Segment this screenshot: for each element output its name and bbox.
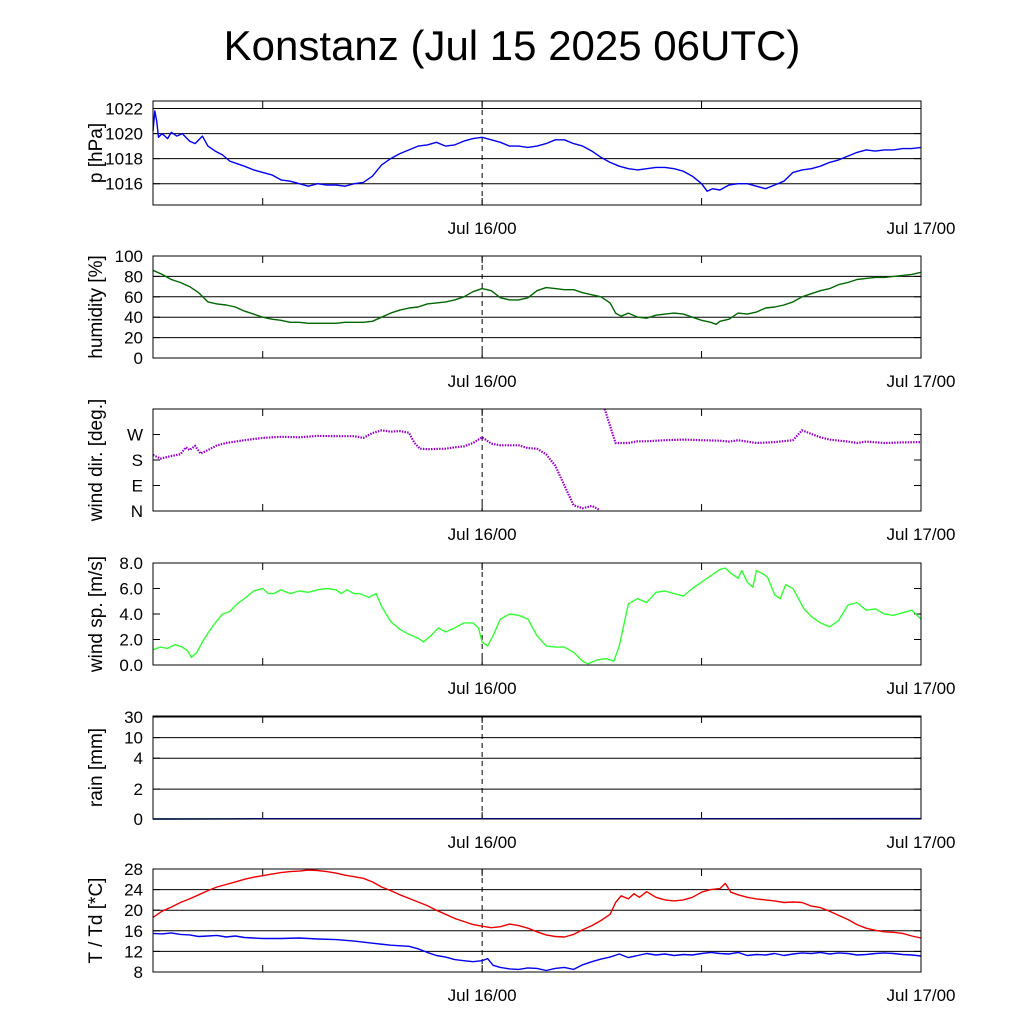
rain-ytick-label: 0	[134, 810, 143, 829]
pressure-ylabel: p [hPa]	[86, 123, 107, 183]
pressure-frame	[152, 100, 922, 206]
wind_direction-series-points	[603, 408, 922, 445]
temperature-frame	[152, 868, 922, 973]
wind_direction-ytick-label: N	[131, 502, 143, 521]
wind_direction-series-points	[152, 429, 600, 511]
temperature-ytick-label: 16	[124, 922, 143, 941]
humidity-xtick-label: Jul 16/00	[448, 372, 517, 391]
humidity-ytick-label: 20	[124, 329, 143, 348]
pressure-xtick-label: Jul 16/00	[448, 219, 517, 238]
pressure-ytick-label: 1020	[105, 125, 143, 144]
wind_speed-xtick-label: Jul 17/00	[887, 679, 956, 698]
panel-wind_speed: 0.0 2.0 4.0 6.0 8.0 Jul 16/00 Jul 17/00 wind sp…	[86, 554, 956, 698]
wind_speed-ytick-label: 4.0	[119, 605, 143, 624]
humidity-xtick-label: Jul 17/00	[887, 372, 956, 391]
pressure-ytick-label: 1018	[105, 150, 143, 169]
wind_direction-ytick-label: E	[132, 477, 143, 496]
wind_speed-series-line-0	[152, 567, 922, 665]
wind_direction-xtick-label: Jul 16/00	[448, 525, 517, 544]
temperature-ylabel: T / Td [*C]	[86, 878, 107, 964]
wind_direction-xtick-label: Jul 17/00	[887, 525, 956, 544]
rain-ytick-label: 10	[124, 729, 143, 748]
temperature-series-line-1	[152, 932, 922, 972]
humidity-ytick-label: 60	[124, 288, 143, 307]
rain-xtick-label: Jul 16/00	[448, 833, 517, 852]
temperature-ytick-label: 12	[124, 942, 143, 961]
pressure-series-line-0	[152, 110, 922, 192]
panel-rain: 0 2 410 30 Jul 16/00 Jul 17/00 rain [mm]	[86, 708, 956, 852]
temperature-ytick-label: 24	[124, 881, 143, 900]
wind_direction-frame	[152, 408, 922, 512]
humidity-series-line-0	[152, 269, 922, 325]
wind_speed-ytick-label: 8.0	[119, 554, 143, 573]
rain-frame	[152, 715, 922, 820]
humidity-ylabel: humidity [%]	[86, 255, 107, 358]
wind_speed-ytick-label: 2.0	[119, 631, 143, 650]
temperature-ytick-label: 20	[124, 901, 143, 920]
temperature-ytick-label: 28	[124, 860, 143, 879]
temperature-xtick-label: Jul 17/00	[887, 986, 956, 1005]
humidity-ytick-label: 40	[124, 308, 143, 327]
rain-ytick-label: 30	[124, 708, 143, 727]
wind_speed-xtick-label: Jul 16/00	[448, 679, 517, 698]
rain-ylabel: rain [mm]	[86, 728, 107, 807]
humidity-frame	[152, 255, 922, 359]
page-title: Konstanz (Jul 15 2025 06UTC)	[223, 22, 801, 69]
temperature-xtick-label: Jul 16/00	[448, 986, 517, 1005]
humidity-ytick-label: 100	[115, 247, 143, 266]
wind_speed-ytick-label: 6.0	[119, 580, 143, 599]
temperature-ytick-label: 8	[134, 963, 143, 982]
panel-pressure: 1016 1018 1020 1022 Jul 16/00 Jul 17/00 p [hPa…	[86, 100, 956, 238]
humidity-ytick-label: 0	[134, 349, 143, 368]
pressure-xtick-label: Jul 17/00	[887, 219, 956, 238]
temperature-series-line-0	[152, 869, 922, 939]
humidity-ytick-label: 80	[124, 267, 143, 286]
wind_direction-ytick-label: S	[132, 451, 143, 470]
rain-ytick-label: 2	[134, 780, 143, 799]
wind_speed-frame	[152, 562, 922, 666]
rain-xtick-label: Jul 17/00	[887, 833, 956, 852]
rain-ytick-label: 4	[134, 749, 143, 768]
wind_speed-ytick-label: 0.0	[119, 656, 143, 675]
wind_direction-ytick-label: W	[127, 426, 143, 445]
pressure-ytick-label: 1016	[105, 175, 143, 194]
wind_direction-ylabel: wind dir. [deg.]	[86, 399, 107, 523]
pressure-ytick-label: 1022	[105, 100, 143, 119]
wind_speed-ylabel: wind sp. [m/s]	[86, 556, 107, 673]
